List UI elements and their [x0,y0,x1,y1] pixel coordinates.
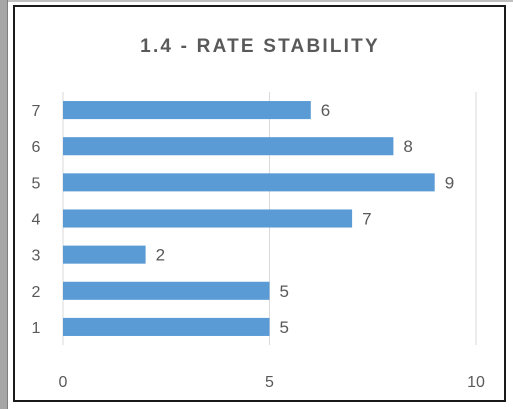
data-label: 9 [445,173,454,192]
window-left-strip [0,0,7,409]
bar-7 [63,101,311,120]
bar-1 [63,317,270,336]
window-left-strip-edge [7,0,8,409]
data-label: 5 [280,282,289,301]
x-tick-label: 5 [265,374,274,391]
labels: 0 5 101 52 53 24 75 96 87 6 [32,101,485,391]
y-tick-label: 3 [32,248,41,265]
y-tick-label: 4 [32,212,41,229]
data-label: 5 [280,318,289,337]
data-label: 8 [403,137,412,156]
y-tick-label: 6 [32,139,41,156]
data-label: 2 [156,246,165,265]
bar-2 [63,281,270,300]
x-tick-label: 10 [467,374,485,391]
bar-5 [63,173,435,192]
data-label: 6 [321,101,330,120]
bar-4 [63,209,353,228]
y-tick-label: 1 [32,320,41,337]
chart-title: 1.4 - RATE STABILITY [140,36,380,57]
y-tick-label: 7 [32,103,41,120]
bars [63,101,435,336]
y-tick-label: 5 [32,175,41,192]
y-tick-label: 2 [32,284,41,301]
bar-6 [63,137,394,156]
data-label: 7 [362,210,371,229]
window-top-edge [0,0,513,2]
bar-3 [63,245,146,264]
x-tick-label: 0 [59,374,68,391]
